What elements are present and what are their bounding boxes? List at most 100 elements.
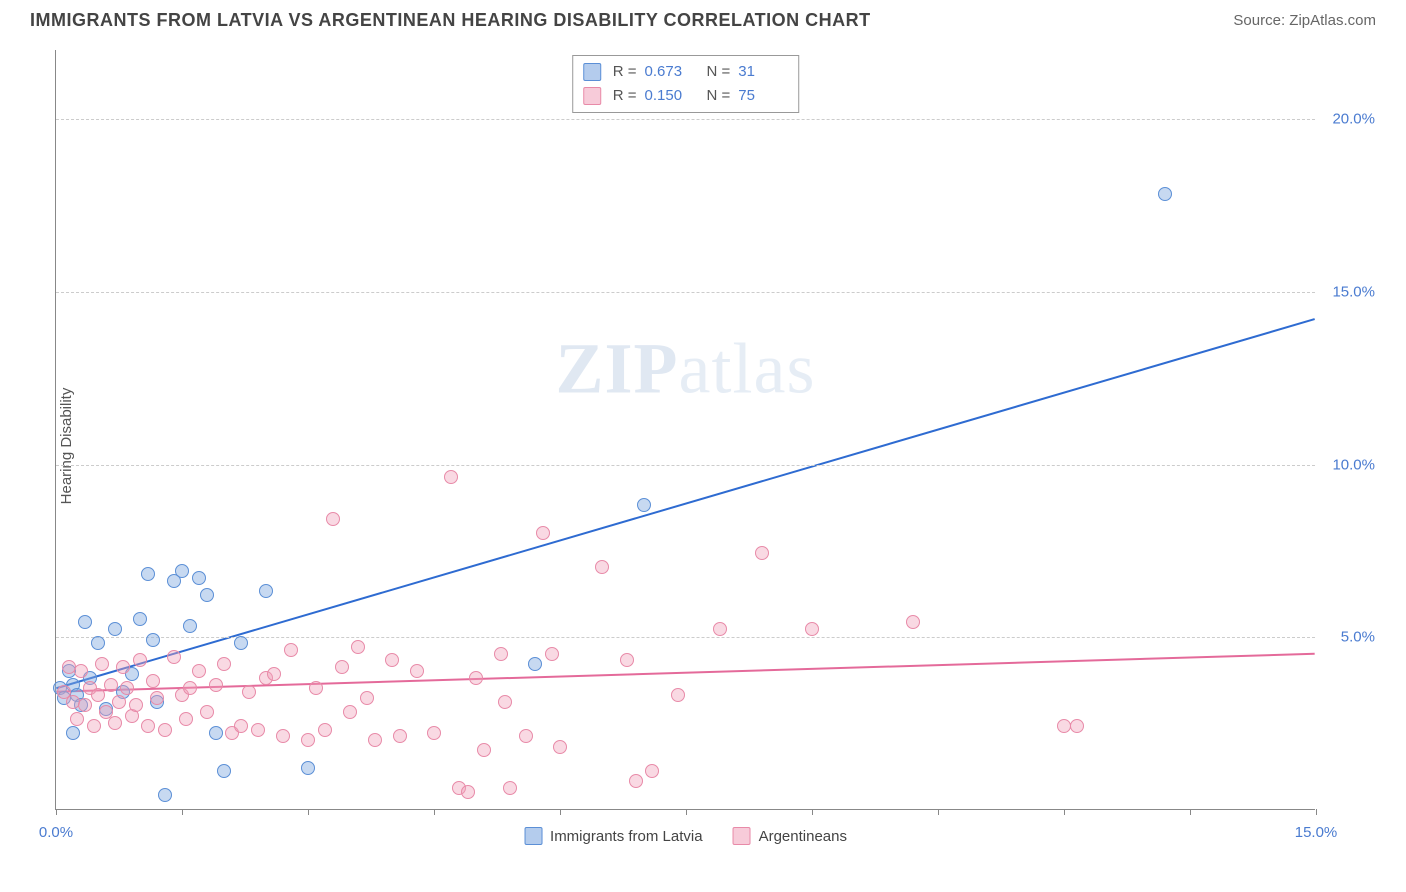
scatter-point [78, 615, 92, 629]
stat-n-label: N = [707, 84, 731, 108]
legend-item-argentinean: Argentineans [733, 827, 847, 845]
scatter-point [713, 622, 727, 636]
scatter-point [1070, 719, 1084, 733]
scatter-point [259, 584, 273, 598]
watermark-bold: ZIP [556, 328, 679, 408]
scatter-point [104, 678, 118, 692]
x-tick [1316, 809, 1317, 815]
scatter-point [192, 571, 206, 585]
scatter-point [351, 640, 365, 654]
swatch-blue-icon [524, 827, 542, 845]
scatter-point [553, 740, 567, 754]
scatter-point [536, 526, 550, 540]
scatter-point [192, 664, 206, 678]
stat-n-label: N = [707, 60, 731, 84]
gridline [56, 465, 1315, 466]
scatter-point [335, 660, 349, 674]
source-prefix: Source: [1233, 12, 1289, 29]
legend-item-latvia: Immigrants from Latvia [524, 827, 703, 845]
scatter-point [645, 764, 659, 778]
scatter-point [494, 647, 508, 661]
scatter-point [146, 674, 160, 688]
x-tick [434, 809, 435, 815]
scatter-point [74, 664, 88, 678]
scatter-point [805, 622, 819, 636]
scatter-point [276, 729, 290, 743]
scatter-point [393, 729, 407, 743]
x-tick [1064, 809, 1065, 815]
scatter-point [234, 636, 248, 650]
source-attribution: Source: ZipAtlas.com [1233, 12, 1376, 29]
scatter-point [477, 743, 491, 757]
scatter-point [519, 729, 533, 743]
y-tick-label: 5.0% [1341, 629, 1375, 646]
plot-area: ZIPatlas R = 0.673 N = 31 R = 0.150 N = … [55, 50, 1315, 810]
scatter-point [410, 664, 424, 678]
x-tick [1190, 809, 1191, 815]
x-tick [56, 809, 57, 815]
scatter-point [116, 660, 130, 674]
scatter-point [209, 726, 223, 740]
swatch-pink-icon [583, 87, 601, 105]
scatter-point [167, 650, 181, 664]
x-tick [938, 809, 939, 815]
watermark: ZIPatlas [556, 327, 816, 410]
scatter-point [158, 788, 172, 802]
chart-header: IMMIGRANTS FROM LATVIA VS ARGENTINEAN HE… [0, 0, 1406, 31]
scatter-point [620, 653, 634, 667]
scatter-point [78, 698, 92, 712]
stats-legend: R = 0.673 N = 31 R = 0.150 N = 75 [572, 55, 800, 113]
swatch-blue-icon [583, 63, 601, 81]
scatter-point [146, 633, 160, 647]
legend-label: Argentineans [759, 828, 847, 845]
scatter-point [301, 733, 315, 747]
stats-row-latvia: R = 0.673 N = 31 [583, 60, 789, 84]
stats-row-argentinean: R = 0.150 N = 75 [583, 84, 789, 108]
x-tick [308, 809, 309, 815]
scatter-point [360, 691, 374, 705]
swatch-pink-icon [733, 827, 751, 845]
y-tick-label: 15.0% [1332, 283, 1375, 300]
x-tick [686, 809, 687, 815]
stat-r-value: 0.150 [645, 84, 695, 108]
x-tick-label: 0.0% [39, 824, 73, 841]
scatter-point [70, 712, 84, 726]
scatter-point [595, 560, 609, 574]
scatter-point [545, 647, 559, 661]
scatter-point [95, 657, 109, 671]
stat-r-label: R = [613, 60, 637, 84]
scatter-point [179, 712, 193, 726]
scatter-point [284, 643, 298, 657]
y-tick-label: 10.0% [1332, 456, 1375, 473]
scatter-point [91, 688, 105, 702]
scatter-point [150, 691, 164, 705]
chart-container: ZIPatlas R = 0.673 N = 31 R = 0.150 N = … [55, 50, 1375, 840]
scatter-point [158, 723, 172, 737]
scatter-point [629, 774, 643, 788]
scatter-point [427, 726, 441, 740]
scatter-point [200, 588, 214, 602]
scatter-point [183, 681, 197, 695]
series-legend: Immigrants from Latvia Argentineans [524, 827, 847, 845]
scatter-point [217, 764, 231, 778]
scatter-point [368, 733, 382, 747]
scatter-point [671, 688, 685, 702]
scatter-point [91, 636, 105, 650]
scatter-point [120, 681, 134, 695]
scatter-point [385, 653, 399, 667]
x-tick [182, 809, 183, 815]
scatter-point [755, 546, 769, 560]
stat-n-value: 75 [738, 84, 788, 108]
scatter-point [242, 685, 256, 699]
scatter-point [108, 716, 122, 730]
stat-n-value: 31 [738, 60, 788, 84]
watermark-rest: atlas [679, 328, 816, 408]
x-tick [812, 809, 813, 815]
scatter-point [129, 698, 143, 712]
scatter-point [461, 785, 475, 799]
y-tick-label: 20.0% [1332, 111, 1375, 128]
scatter-point [343, 705, 357, 719]
scatter-point [637, 498, 651, 512]
chart-title: IMMIGRANTS FROM LATVIA VS ARGENTINEAN HE… [30, 10, 871, 31]
scatter-point [326, 512, 340, 526]
